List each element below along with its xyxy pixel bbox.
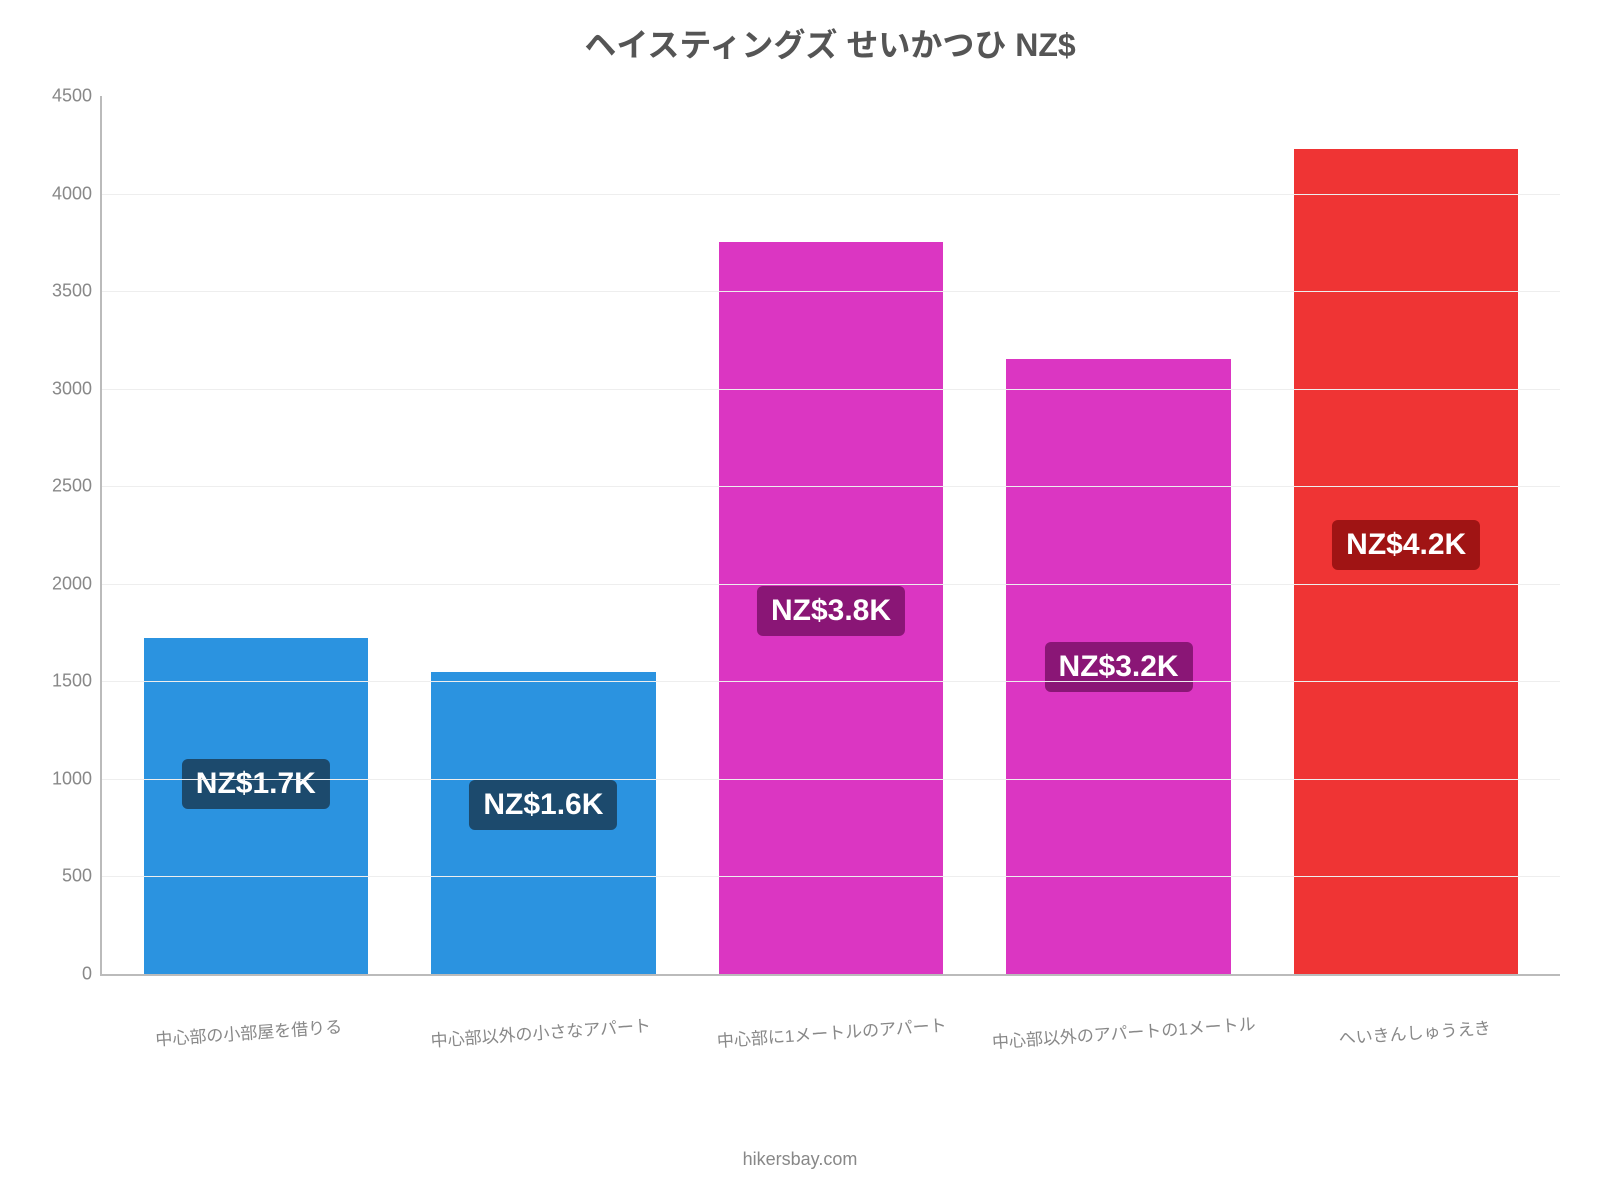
- value-badge: NZ$1.6K: [469, 780, 617, 830]
- y-tick-label: 500: [42, 866, 92, 887]
- x-label: 中心部に1メートルのアパート: [686, 1009, 979, 1054]
- y-tick-label: 1000: [42, 768, 92, 789]
- bar-slot: NZ$1.6K: [400, 96, 688, 974]
- grid-line: [102, 291, 1560, 292]
- chart-title: ヘイスティングズ せいかつひ NZ$: [100, 20, 1560, 66]
- y-tick-label: 4000: [42, 183, 92, 204]
- grid-line: [102, 681, 1560, 682]
- value-badge: NZ$4.2K: [1332, 520, 1480, 570]
- x-labels: 中心部の小部屋を借りる中心部以外の小さなアパート中心部に1メートルのアパート中心…: [102, 1019, 1560, 1044]
- x-tick-label: 中心部の小部屋を借りる: [155, 1012, 343, 1050]
- y-tick-label: 4500: [42, 86, 92, 107]
- x-tick-label: 中心部以外のアパートの1メートル: [991, 1010, 1256, 1053]
- bar-slot: NZ$1.7K: [112, 96, 400, 974]
- value-badge: NZ$3.2K: [1045, 642, 1193, 692]
- bar-slot: NZ$4.2K: [1262, 96, 1550, 974]
- bar: NZ$4.2K: [1294, 149, 1518, 974]
- x-label: 中心部以外のアパートの1メートル: [977, 1009, 1270, 1054]
- bar: NZ$3.8K: [719, 242, 943, 974]
- x-tick-label: へいきんしゅうえき: [1338, 1014, 1492, 1050]
- bar: NZ$1.6K: [431, 672, 655, 974]
- y-tick-label: 2000: [42, 573, 92, 594]
- bars-container: NZ$1.7K NZ$1.6K NZ$3.8K NZ$3.2K NZ$4.2K: [102, 96, 1560, 974]
- bar: NZ$3.2K: [1006, 359, 1230, 974]
- x-tick-label: 中心部に1メートルのアパート: [716, 1011, 947, 1052]
- x-label: 中心部の小部屋を借りる: [102, 1009, 395, 1054]
- bar: NZ$1.7K: [144, 638, 368, 974]
- grid-line: [102, 486, 1560, 487]
- grid-line: [102, 779, 1560, 780]
- x-tick-label: 中心部以外の小さなアパート: [429, 1011, 651, 1051]
- grid-line: [102, 584, 1560, 585]
- plot-area: NZ$1.7KNZ$1.6KNZ$3.8KNZ$3.2KNZ$4.2K 中心部の…: [100, 96, 1560, 976]
- chart-container: ヘイスティングズ せいかつひ NZ$ NZ$1.7K NZ$1.6K NZ$3.8K…: [0, 0, 1600, 1200]
- y-tick-label: 1500: [42, 671, 92, 692]
- y-tick-label: 3000: [42, 378, 92, 399]
- x-label: 中心部以外の小さなアパート: [394, 1009, 687, 1054]
- y-tick-label: 3500: [42, 281, 92, 302]
- grid-line: [102, 876, 1560, 877]
- value-badge: NZ$3.8K: [757, 586, 905, 636]
- grid-line: [102, 194, 1560, 195]
- y-tick-label: 0: [42, 964, 92, 985]
- x-label: へいきんしゅうえき: [1269, 1009, 1562, 1054]
- attribution: hikersbay.com: [0, 1149, 1600, 1170]
- bar-slot: NZ$3.8K: [687, 96, 975, 974]
- grid-line: [102, 389, 1560, 390]
- bar-slot: NZ$3.2K: [975, 96, 1263, 974]
- y-tick-label: 2500: [42, 476, 92, 497]
- value-badge: NZ$1.7K: [182, 759, 330, 809]
